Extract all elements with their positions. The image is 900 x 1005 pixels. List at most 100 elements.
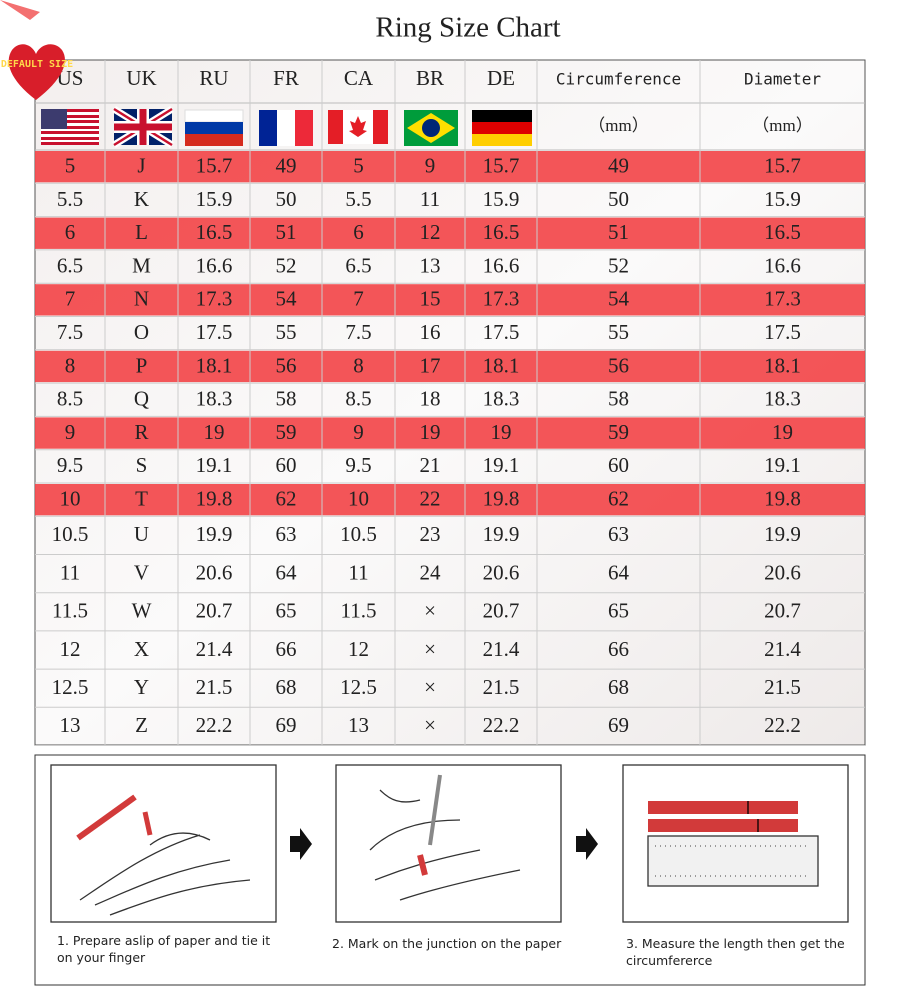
cell: 65 bbox=[276, 599, 297, 623]
cell: T bbox=[135, 486, 148, 510]
cell: 7 bbox=[353, 287, 364, 311]
cell: 11 bbox=[60, 560, 80, 584]
cell: 21.5 bbox=[764, 675, 801, 699]
cell: × bbox=[424, 599, 436, 623]
cell: 20.7 bbox=[196, 599, 233, 623]
cell: 15.7 bbox=[764, 153, 801, 177]
cell: 19.9 bbox=[196, 522, 233, 546]
cell: 65 bbox=[608, 599, 629, 623]
cell: 20.7 bbox=[764, 599, 801, 623]
cell: 7.5 bbox=[57, 320, 83, 344]
cell: 21.4 bbox=[764, 637, 801, 661]
cell: 9.5 bbox=[345, 453, 371, 477]
cell: 15.9 bbox=[196, 187, 233, 211]
cell: 49 bbox=[276, 153, 297, 177]
cell: 66 bbox=[608, 637, 629, 661]
cell: 22 bbox=[420, 486, 441, 510]
cell: 15.7 bbox=[196, 153, 233, 177]
cell: 17 bbox=[420, 353, 441, 377]
cell: Z bbox=[135, 713, 148, 737]
cell: 10 bbox=[348, 486, 369, 510]
cell: 11.5 bbox=[341, 599, 377, 623]
flags bbox=[41, 106, 532, 148]
cell: 22.2 bbox=[764, 713, 801, 737]
cell: J bbox=[137, 153, 145, 177]
cell: 5 bbox=[353, 153, 364, 177]
cell: 11 bbox=[420, 187, 440, 211]
cell: 49 bbox=[608, 153, 629, 177]
cell: 54 bbox=[276, 287, 298, 311]
cell: 18.3 bbox=[483, 387, 520, 411]
cell: 18.1 bbox=[196, 353, 233, 377]
cell: 19.1 bbox=[764, 453, 801, 477]
highlight-row bbox=[35, 484, 865, 516]
cell: 62 bbox=[608, 486, 629, 510]
cell: 68 bbox=[276, 675, 297, 699]
cell: 5.5 bbox=[345, 187, 371, 211]
cell: 22.2 bbox=[483, 713, 520, 737]
cell: 20.6 bbox=[764, 560, 801, 584]
cell: 21.5 bbox=[483, 675, 520, 699]
cell: P bbox=[136, 353, 148, 377]
cell: 16.5 bbox=[196, 220, 233, 244]
cell: 19.1 bbox=[483, 453, 520, 477]
cell: 55 bbox=[608, 320, 629, 344]
cell: 56 bbox=[608, 353, 629, 377]
column-header: CA bbox=[344, 66, 374, 90]
cell: 8 bbox=[65, 353, 76, 377]
cell: 12.5 bbox=[52, 675, 89, 699]
cell: 12 bbox=[420, 220, 441, 244]
table-rows: U S UK RU FR CA BR DE Circumference Diameter （mm） （… bbox=[35, 60, 865, 746]
cell: M bbox=[132, 253, 151, 277]
cell: 6 bbox=[65, 220, 76, 244]
cell: 18.3 bbox=[764, 387, 801, 411]
cell: 9 bbox=[425, 153, 436, 177]
cell: 17.5 bbox=[764, 320, 801, 344]
cell: 15.9 bbox=[483, 187, 520, 211]
title: Ring Size Chart bbox=[375, 12, 560, 44]
cell: 17.3 bbox=[196, 287, 233, 311]
cell: R bbox=[134, 420, 148, 444]
cell: 59 bbox=[608, 420, 629, 444]
cell: Q bbox=[134, 387, 149, 411]
cell: 16.6 bbox=[764, 253, 801, 277]
cell: 18 bbox=[420, 387, 441, 411]
cell: 16.5 bbox=[764, 220, 801, 244]
cell: 19.8 bbox=[764, 486, 801, 510]
cell: 19.1 bbox=[196, 453, 233, 477]
cell: 52 bbox=[608, 253, 629, 277]
cell: 63 bbox=[608, 522, 629, 546]
step-caption: 3. Measure the length then get the circu… bbox=[626, 936, 845, 968]
cell: W bbox=[132, 599, 152, 623]
cell: 8 bbox=[353, 353, 364, 377]
cell: 19 bbox=[491, 420, 512, 444]
cell: O bbox=[134, 320, 149, 344]
cell: 50 bbox=[608, 187, 629, 211]
step-caption: 1. Prepare aslip of paper and tie it on … bbox=[57, 933, 271, 965]
cell: X bbox=[134, 637, 149, 661]
cell: N bbox=[134, 287, 149, 311]
cell: 18.1 bbox=[483, 353, 520, 377]
cell: 16.5 bbox=[483, 220, 520, 244]
column-header: Diameter bbox=[744, 70, 821, 89]
unit-label: （mm） bbox=[752, 116, 812, 135]
cell: 51 bbox=[276, 220, 297, 244]
cell: 15.7 bbox=[483, 153, 520, 177]
cell: 58 bbox=[608, 387, 629, 411]
cell: L bbox=[135, 220, 148, 244]
cell: 18.1 bbox=[764, 353, 801, 377]
cell: 19.8 bbox=[483, 486, 520, 510]
cell: 52 bbox=[276, 253, 297, 277]
cell: 6.5 bbox=[345, 253, 371, 277]
cell: 10.5 bbox=[52, 522, 89, 546]
default-size-badge: DEFAULT SIZE bbox=[0, 0, 73, 100]
cell: 9 bbox=[353, 420, 364, 444]
cell: 64 bbox=[608, 560, 630, 584]
cell: 59 bbox=[276, 420, 297, 444]
unit-label: （mm） bbox=[588, 116, 648, 135]
highlight-row bbox=[35, 151, 865, 183]
cell: 19 bbox=[772, 420, 793, 444]
cell: 12 bbox=[60, 637, 81, 661]
cell: 12 bbox=[348, 637, 369, 661]
